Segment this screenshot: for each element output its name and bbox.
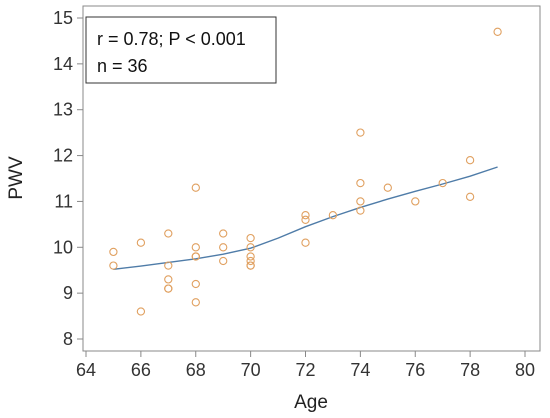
y-tick-label: 11 (54, 191, 73, 211)
x-axis-title: Age (294, 392, 328, 413)
data-point (164, 275, 173, 284)
y-tick-label: 8 (63, 329, 73, 349)
data-point (246, 233, 255, 243)
data-point (383, 183, 392, 192)
y-tick-label: 15 (53, 8, 73, 28)
data-point (219, 229, 228, 238)
y-axis-title: PWV (6, 156, 27, 200)
plot-frame (82, 5, 541, 352)
x-tick-label: 70 (241, 360, 261, 380)
y-tick-label: 13 (53, 100, 73, 120)
data-point (356, 206, 365, 215)
x-tick-label: 64 (76, 360, 96, 380)
data-points (109, 27, 502, 316)
data-point (191, 243, 200, 252)
data-point (465, 156, 475, 165)
x-axis-ticks: 64 66 68 70 72 74 76 78 80 (76, 351, 535, 380)
data-point (411, 197, 420, 206)
x-tick-label: 72 (295, 360, 315, 380)
data-point (246, 243, 255, 252)
data-point (356, 197, 365, 206)
data-point (191, 279, 200, 289)
x-tick-label: 66 (131, 360, 151, 380)
data-point (246, 256, 255, 266)
data-point (356, 178, 365, 188)
data-point (328, 211, 338, 220)
data-point (246, 252, 255, 261)
x-tick-label: 80 (515, 360, 535, 380)
data-point (109, 247, 118, 257)
y-axis-ticks: 8 9 10 11 12 13 14 15 (53, 8, 83, 349)
data-point (191, 298, 200, 307)
data-point (164, 229, 173, 238)
annotation-box (85, 16, 277, 84)
x-tick-label: 68 (186, 360, 206, 380)
data-point (493, 27, 502, 36)
y-tick-label: 10 (53, 237, 73, 257)
regression-curve (113, 166, 498, 270)
data-point (438, 178, 447, 188)
y-tick-label: 14 (53, 54, 73, 74)
data-point (191, 183, 200, 192)
data-point (191, 252, 200, 261)
data-point (164, 284, 173, 293)
annotation-line-1: r = 0.78; P < 0.001 (97, 29, 246, 49)
data-point (136, 238, 146, 247)
x-tick-label: 76 (405, 360, 425, 380)
data-point (109, 261, 118, 270)
data-point (164, 261, 173, 270)
x-tick-label: 78 (460, 360, 480, 380)
annotation-line-2: n = 36 (97, 56, 148, 76)
data-point (465, 192, 475, 201)
data-point (219, 243, 228, 252)
y-tick-label: 12 (53, 146, 73, 166)
data-point (136, 307, 146, 316)
stats-annotation: r = 0.78; P < 0.001 n = 36 (85, 16, 277, 84)
data-point (301, 211, 310, 220)
data-point (301, 215, 310, 224)
data-point (246, 261, 255, 270)
x-tick-label: 74 (350, 360, 370, 380)
data-point (356, 128, 365, 137)
data-point (301, 238, 310, 247)
y-tick-label: 9 (63, 283, 73, 303)
data-point (219, 256, 228, 266)
